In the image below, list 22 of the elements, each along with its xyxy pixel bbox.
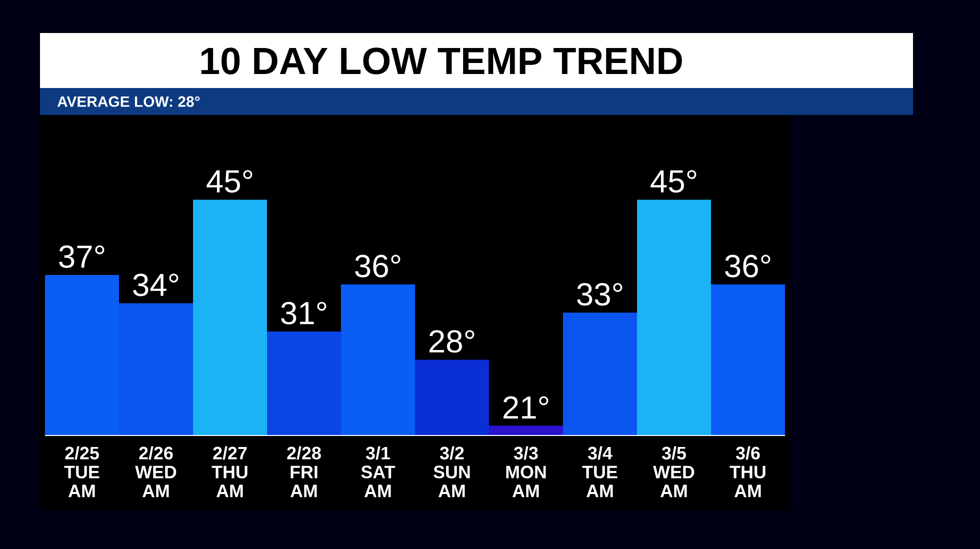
- x-tick-label: 2/27 THU AM: [212, 446, 248, 498]
- data-label: 33°: [577, 283, 622, 306]
- x-tick-label: 3/1 SAT AM: [361, 446, 396, 498]
- x-tick-label: 3/2 SUN AM: [434, 446, 470, 498]
- data-label: 34°: [133, 274, 178, 296]
- data-label: 36°: [725, 254, 770, 278]
- data-label: 37°: [59, 245, 104, 268]
- data-label: 45°: [650, 170, 696, 193]
- x-tick-label: 3/3 MON AM: [506, 446, 546, 498]
- data-label: 31°: [281, 302, 326, 324]
- data-label: 45°: [206, 170, 252, 193]
- data-label: 28°: [429, 330, 474, 353]
- x-tick-label: 2/25 TUE AM: [64, 446, 100, 498]
- data-label: 21°: [503, 396, 548, 419]
- chart-subtitle: AVERAGE LOW: 28°: [57, 96, 200, 107]
- x-tick-label: 3/4 TUE AM: [582, 446, 618, 498]
- chart-title: 10 DAY LOW TEMP TREND: [201, 48, 682, 74]
- x-tick-label: 3/5 WED AM: [653, 446, 694, 498]
- data-label: 36°: [355, 254, 400, 278]
- x-tick-label: 2/28 FRI AM: [287, 446, 321, 498]
- x-tick-label: 2/26 WED AM: [135, 446, 176, 498]
- x-tick-label: 3/6 THU AM: [730, 446, 766, 498]
